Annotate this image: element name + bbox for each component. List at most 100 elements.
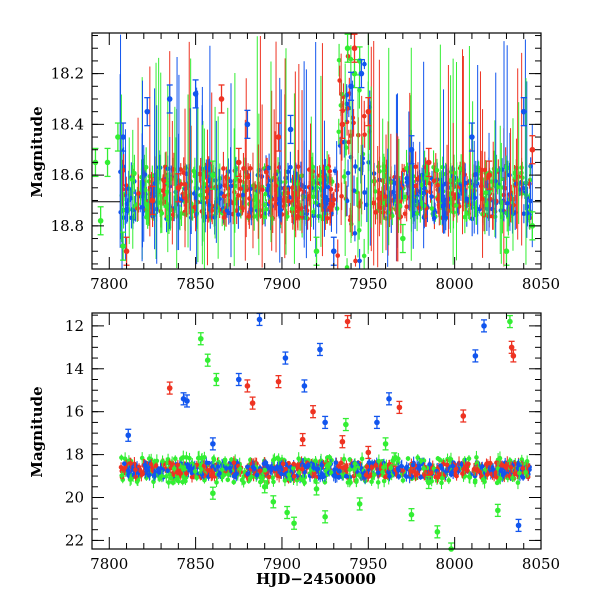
data-point (261, 214, 267, 220)
x-tick-label: 7800 (90, 275, 128, 293)
series-point (115, 134, 121, 140)
data-point (379, 193, 385, 199)
data-point (291, 465, 296, 471)
data-point (472, 478, 478, 483)
data-point (355, 465, 361, 471)
series-point (382, 441, 389, 447)
x-tick-label: 7950 (349, 555, 387, 573)
data-point (520, 465, 526, 471)
y-tick-label: 14 (65, 360, 84, 378)
data-point (264, 206, 269, 212)
data-point (214, 480, 219, 485)
data-point (263, 191, 268, 197)
data-point (419, 182, 424, 188)
data-point (166, 480, 171, 485)
data-point (376, 164, 381, 169)
data-point (405, 456, 411, 461)
data-point (223, 465, 229, 471)
data-point (347, 217, 353, 223)
series-point (197, 335, 204, 342)
data-point (296, 456, 301, 461)
data-point (495, 184, 500, 190)
data-point (311, 194, 316, 200)
data-point (373, 463, 379, 468)
series-point (275, 378, 282, 385)
data-point (499, 462, 505, 468)
data-point (206, 460, 212, 466)
series-point (249, 400, 256, 406)
data-point (503, 464, 508, 470)
series-point (472, 353, 479, 359)
data-point (199, 456, 204, 461)
data-point (414, 211, 420, 216)
data-point (190, 461, 195, 466)
data-point (222, 458, 228, 464)
data-point (376, 458, 382, 464)
data-point (178, 167, 184, 172)
series-point (400, 235, 406, 242)
data-point (482, 167, 488, 173)
data-point (519, 457, 525, 462)
data-point (241, 166, 246, 171)
data-point (146, 179, 152, 184)
data-point (144, 467, 150, 472)
data-point (143, 201, 148, 207)
data-point (332, 467, 337, 473)
data-point (508, 465, 514, 470)
data-point (276, 165, 282, 170)
data-point (404, 204, 409, 210)
data-point (483, 190, 488, 195)
data-point (138, 468, 143, 474)
data-point (344, 198, 350, 204)
data-point (278, 179, 283, 185)
data-point (181, 455, 186, 460)
data-point (180, 479, 185, 485)
series-point (261, 483, 268, 490)
data-point (313, 474, 319, 480)
series-point (291, 520, 297, 527)
data-point (192, 204, 197, 210)
series-point (481, 323, 487, 329)
data-point (357, 258, 362, 264)
data-point (217, 470, 223, 476)
data-point (276, 464, 282, 470)
data-point (175, 462, 181, 468)
data-point (336, 474, 342, 480)
data-point (301, 478, 306, 484)
data-point (324, 463, 330, 469)
series-point (313, 486, 320, 492)
data-point (343, 473, 349, 479)
data-point (231, 473, 237, 479)
y-tick-label: 18.2 (51, 65, 84, 83)
series-point (123, 248, 130, 255)
series-point (520, 108, 527, 115)
data-point (122, 465, 128, 470)
top-panel-points (92, 33, 541, 270)
series-point (299, 436, 306, 443)
data-point (266, 474, 272, 480)
series-point (396, 404, 403, 411)
data-point (434, 468, 439, 474)
data-point (375, 470, 381, 476)
data-point (176, 478, 181, 484)
data-point (396, 467, 401, 473)
data-point (361, 253, 367, 259)
data-point (142, 462, 148, 468)
data-point (282, 478, 288, 483)
data-point (363, 472, 369, 478)
y-tick-label: 18 (65, 446, 84, 464)
data-point (435, 196, 441, 202)
data-point (408, 468, 413, 473)
data-point (271, 457, 276, 463)
data-point (265, 188, 271, 193)
data-point (413, 183, 419, 189)
series-point (175, 184, 182, 191)
data-point (449, 470, 454, 475)
data-point (251, 197, 257, 203)
data-point (313, 458, 318, 464)
series-point (508, 344, 515, 351)
data-point (373, 210, 378, 215)
y-tick-label: 22 (65, 531, 84, 549)
data-point (462, 457, 468, 463)
data-point (462, 180, 468, 186)
